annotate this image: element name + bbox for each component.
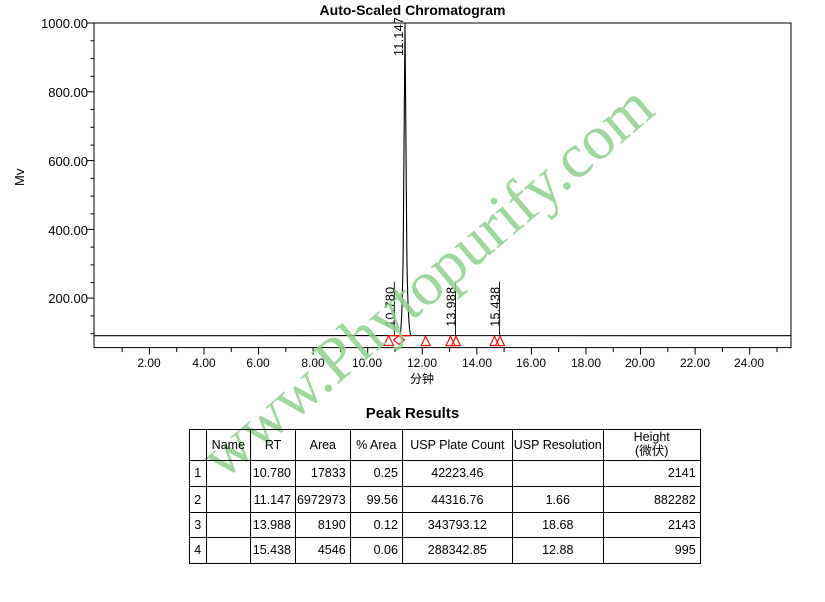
svg-text:15.438: 15.438	[489, 287, 503, 327]
svg-text:11.147: 11.147	[392, 17, 406, 56]
